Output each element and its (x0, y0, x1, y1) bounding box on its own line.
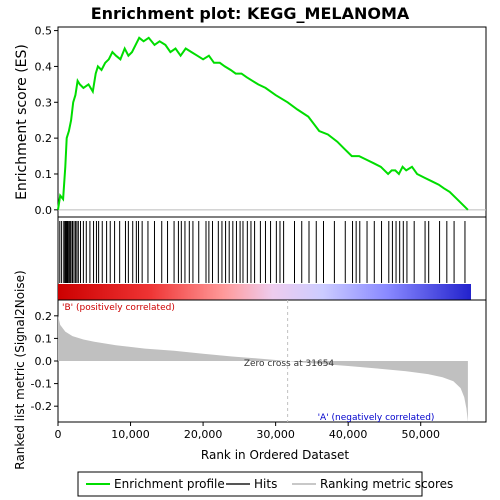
es-y-tick-label: 0.2 (35, 132, 53, 145)
es-y-tick-label: 0.1 (35, 168, 53, 181)
metric-y-tick-label: -0.2 (31, 400, 52, 413)
es-y-tick-label: 0.3 (35, 96, 53, 109)
hit-markers (59, 221, 466, 283)
metric-y-axis: 0.2 0.1 0.0 -0.1 -0.2 (31, 310, 58, 413)
x-tick-label: 0 (55, 428, 62, 441)
legend-enrichment-profile-label: Enrichment profile (114, 477, 225, 491)
x-tick-label: 40,000 (329, 428, 368, 441)
es-y-axis: 0.0 0.1 0.2 0.3 0.4 0.5 (35, 25, 486, 217)
legend-ranking-metric-label: Ranking metric scores (320, 477, 453, 491)
zero-cross-label: Zero cross at 31654 (244, 359, 335, 369)
es-y-axis-label: Enrichment score (ES) (14, 44, 30, 200)
es-y-tick-label: 0.4 (35, 60, 53, 73)
es-y-tick-label: 0.0 (35, 204, 53, 217)
enrichment-profile-line (57, 36, 469, 211)
metric-y-axis-label: Ranked list metric (Signal2Noise) (13, 270, 27, 469)
chart-title: Enrichment plot: KEGG_MELANOMA (91, 4, 410, 23)
negative-correlation-label: 'A' (negatively correlated) (318, 413, 435, 423)
x-axis: 0 10,000 20,000 30,000 40,000 50,000 (55, 422, 440, 441)
metric-y-tick-label: 0.0 (35, 355, 53, 368)
metric-y-tick-label: -0.1 (31, 378, 52, 391)
x-tick-label: 30,000 (256, 428, 295, 441)
legend-hits-label: Hits (254, 477, 277, 491)
ranking-metric-area (58, 315, 468, 422)
x-axis-label: Rank in Ordered Dataset (201, 448, 349, 462)
es-panel-frame (57, 26, 487, 218)
x-tick-label: 10,000 (111, 428, 150, 441)
x-tick-label: 20,000 (184, 428, 223, 441)
es-y-tick-label: 0.5 (35, 25, 53, 38)
positive-correlation-label: 'B' (positively correlated) (62, 303, 175, 313)
metric-y-tick-label: 0.1 (35, 332, 53, 345)
ranking-gradient-bar (58, 284, 471, 300)
metric-y-tick-label: 0.2 (35, 310, 53, 323)
x-tick-label: 50,000 (401, 428, 440, 441)
